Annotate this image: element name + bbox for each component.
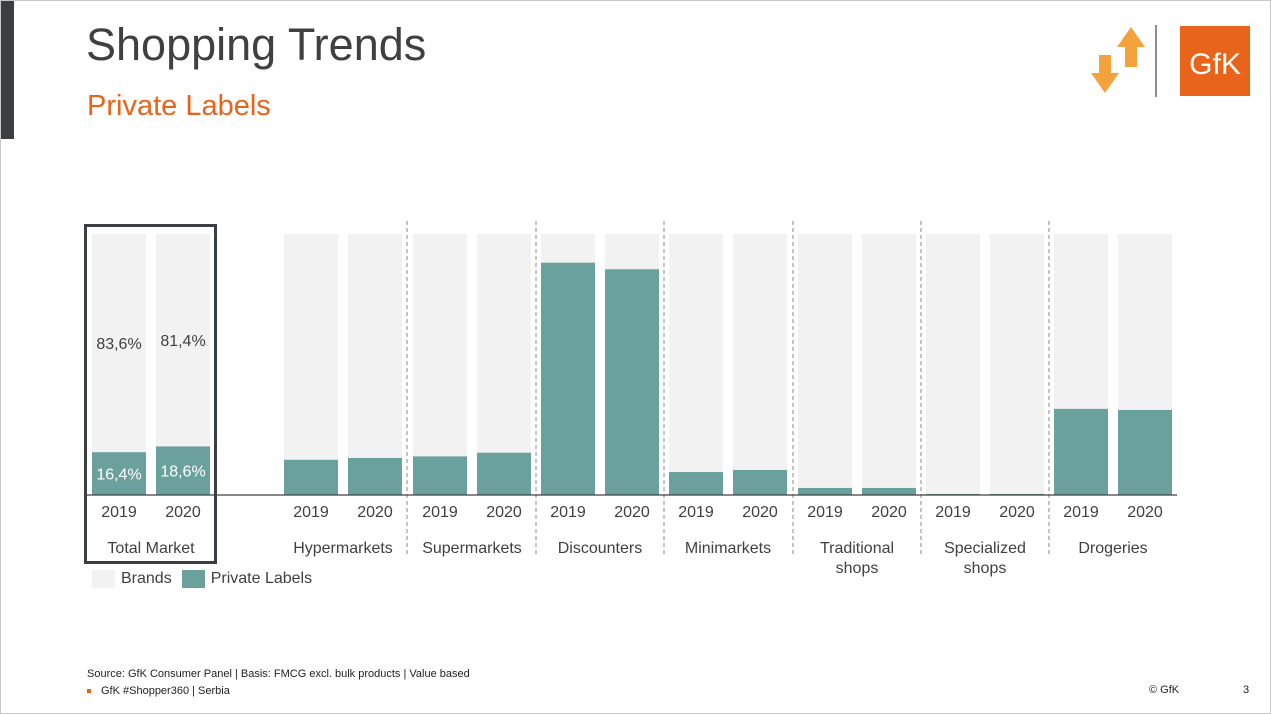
bar-private-labels-traditional-shops-2020 xyxy=(862,487,916,495)
bar-brands-discounters-2019 xyxy=(541,234,595,263)
bar-brands-minimarkets-2020 xyxy=(733,234,787,470)
bar-private-labels-minimarkets-2019 xyxy=(669,472,723,495)
tick-label-supermarkets-2019: 2019 xyxy=(422,504,458,521)
bar-private-labels-supermarkets-2019 xyxy=(413,456,467,495)
legend-swatch-brands xyxy=(92,570,115,588)
gfk-logo-text: GfK xyxy=(1189,48,1241,81)
category-label-discounters: Discounters xyxy=(558,540,642,557)
accent-bar xyxy=(1,1,14,139)
footer-hashtag-text: GfK #Shopper360 | Serbia xyxy=(101,685,230,697)
bar-brands-hypermarkets-2019 xyxy=(284,234,338,460)
category-label-specialized-shops-line-1: shops xyxy=(964,560,1007,577)
data-label-brands-total-market-2019: 83,6% xyxy=(96,336,141,353)
data-label-private-total-market-2019: 16,4% xyxy=(96,467,141,484)
data-label-private-total-market-2020: 18,6% xyxy=(160,464,205,481)
bar-brands-hypermarkets-2020 xyxy=(348,234,402,458)
page-number: 3 xyxy=(1243,684,1250,696)
data-label-brands-total-market-2020: 81,4% xyxy=(160,333,205,350)
tick-label-discounters-2020: 2020 xyxy=(614,504,650,521)
tick-label-drogeries-2020: 2020 xyxy=(1127,504,1163,521)
legend-swatch-private-labels xyxy=(181,570,205,588)
bar-private-labels-hypermarkets-2019 xyxy=(284,459,338,495)
legend-label-brands: Brands xyxy=(121,570,172,587)
bar-brands-supermarkets-2019 xyxy=(413,234,467,457)
tick-label-total-market-2019: 2019 xyxy=(101,504,137,521)
page-title: Shopping Trends xyxy=(86,19,427,70)
bar-private-labels-total-market-2020 xyxy=(156,446,210,495)
bar-brands-specialized-shops-2019 xyxy=(926,234,980,494)
gfk-logo: GfK xyxy=(1180,26,1250,96)
tick-label-traditional-shops-2019: 2019 xyxy=(807,504,843,521)
category-label-specialized-shops-line-0: Specialized xyxy=(944,540,1026,557)
copyright: © GfK xyxy=(1149,684,1180,696)
tick-label-minimarkets-2019: 2019 xyxy=(678,504,714,521)
tick-label-minimarkets-2020: 2020 xyxy=(742,504,778,521)
tick-label-discounters-2019: 2019 xyxy=(550,504,586,521)
bar-brands-specialized-shops-2020 xyxy=(990,234,1044,494)
bar-private-labels-hypermarkets-2020 xyxy=(348,457,402,495)
bar-brands-drogeries-2020 xyxy=(1118,234,1172,410)
category-label-drogeries: Drogeries xyxy=(1078,540,1147,557)
footer-source: Source: GfK Consumer Panel | Basis: FMCG… xyxy=(87,668,470,680)
bar-brands-minimarkets-2019 xyxy=(669,234,723,473)
up-arrow-icon xyxy=(1117,27,1145,67)
tick-label-traditional-shops-2020: 2020 xyxy=(871,504,907,521)
bar-private-labels-discounters-2020 xyxy=(605,269,659,495)
category-label-supermarkets: Supermarkets xyxy=(422,540,522,557)
total-market-highlight-box xyxy=(84,224,217,564)
bar-private-labels-discounters-2019 xyxy=(541,262,595,495)
bar-brands-total-market-2020 xyxy=(156,234,210,447)
down-arrow-icon xyxy=(1091,55,1119,93)
bar-brands-total-market-2019 xyxy=(92,234,146,453)
bullet-icon xyxy=(87,689,91,693)
legend-item-private-labels: Private Labels xyxy=(181,570,313,588)
bar-private-labels-minimarkets-2020 xyxy=(733,469,787,495)
bar-brands-discounters-2020 xyxy=(605,234,659,270)
bar-private-labels-total-market-2019 xyxy=(92,452,146,495)
tick-label-specialized-shops-2019: 2019 xyxy=(935,504,971,521)
chart-legend: Brands Private Labels xyxy=(92,570,322,588)
bar-brands-traditional-shops-2020 xyxy=(862,234,916,488)
bar-private-labels-drogeries-2019 xyxy=(1054,408,1108,495)
bar-private-labels-supermarkets-2020 xyxy=(477,452,531,495)
tick-label-drogeries-2019: 2019 xyxy=(1063,504,1099,521)
legend-label-private-labels: Private Labels xyxy=(210,570,313,587)
tick-label-supermarkets-2020: 2020 xyxy=(486,504,522,521)
bar-private-labels-traditional-shops-2019 xyxy=(798,487,852,495)
bar-brands-supermarkets-2020 xyxy=(477,234,531,453)
category-label-minimarkets: Minimarkets xyxy=(685,540,771,557)
tick-label-hypermarkets-2019: 2019 xyxy=(293,504,329,521)
footer-hashtag: GfK #Shopper360 | Serbia xyxy=(87,685,230,697)
tick-label-hypermarkets-2020: 2020 xyxy=(357,504,393,521)
tick-label-total-market-2020: 2020 xyxy=(165,504,201,521)
bar-brands-traditional-shops-2019 xyxy=(798,234,852,488)
up-down-arrows-icon xyxy=(1091,25,1157,97)
tick-label-specialized-shops-2020: 2020 xyxy=(999,504,1035,521)
category-label-hypermarkets: Hypermarkets xyxy=(293,540,393,557)
bar-private-labels-drogeries-2020 xyxy=(1118,409,1172,495)
legend-item-brands: Brands xyxy=(92,570,172,588)
category-label-traditional-shops-line-1: shops xyxy=(836,560,879,577)
category-label-total-market: Total Market xyxy=(107,540,195,557)
category-label-traditional-shops-line-0: Traditional xyxy=(820,540,894,557)
page-subtitle: Private Labels xyxy=(87,90,271,122)
bar-brands-drogeries-2019 xyxy=(1054,234,1108,409)
